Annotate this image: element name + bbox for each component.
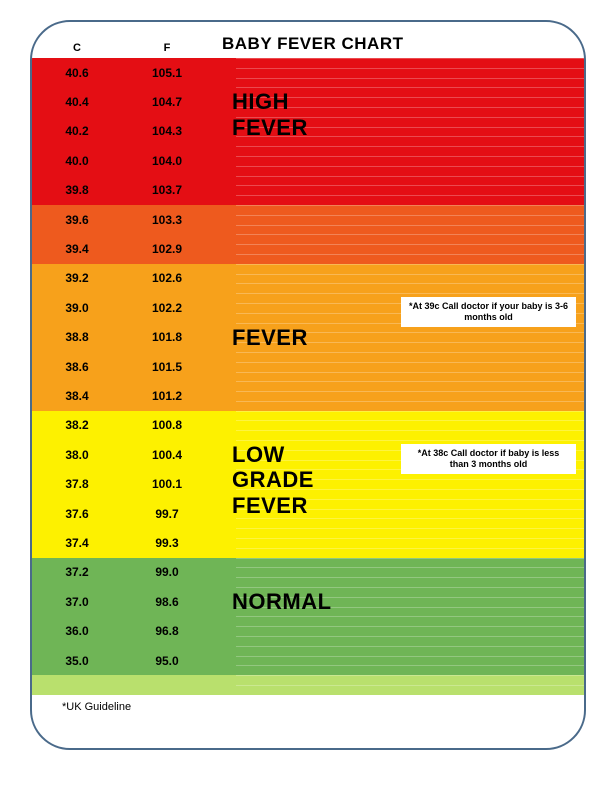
table-row: 37.299.0: [32, 558, 584, 587]
table-row: 38.4101.2: [32, 381, 584, 410]
cell-celsius: 40.6: [32, 66, 122, 80]
zone-label: NORMAL: [232, 589, 332, 614]
cell-celsius: 38.0: [32, 448, 122, 462]
cell-celsius: 35.0: [32, 654, 122, 668]
table-row: 36.096.8: [32, 616, 584, 645]
rows-container: 40.6105.140.4104.740.2104.340.0104.039.8…: [32, 58, 584, 695]
cell-fahrenheit: 100.1: [122, 477, 212, 491]
cell-fahrenheit: 104.0: [122, 154, 212, 168]
chart-title: BABY FEVER CHART: [212, 34, 584, 54]
cell-fahrenheit: 102.2: [122, 301, 212, 315]
cell-fahrenheit: 99.7: [122, 507, 212, 521]
note-box: *At 38c Call doctor if baby is less than…: [401, 444, 576, 474]
cell-fahrenheit: 101.5: [122, 360, 212, 374]
cell-celsius: 38.8: [32, 330, 122, 344]
cell-fahrenheit: 98.6: [122, 595, 212, 609]
table-row: 35.095.0: [32, 646, 584, 675]
zone-area: [212, 264, 584, 293]
cell-fahrenheit: 103.7: [122, 183, 212, 197]
cell-celsius: 40.2: [32, 124, 122, 138]
cell-fahrenheit: 99.3: [122, 536, 212, 550]
table-row: 39.4102.9: [32, 234, 584, 263]
cell-fahrenheit: 96.8: [122, 624, 212, 638]
cell-celsius: 37.6: [32, 507, 122, 521]
cell-celsius: 39.0: [32, 301, 122, 315]
cell-fahrenheit: 99.0: [122, 565, 212, 579]
cell-celsius: 40.0: [32, 154, 122, 168]
zone-area: [212, 646, 584, 675]
cell-fahrenheit: 102.9: [122, 242, 212, 256]
zone-label: LOWGRADEFEVER: [232, 442, 314, 518]
table-row: 38.8101.8: [32, 323, 584, 352]
table-row: 40.6105.1: [32, 58, 584, 87]
cell-fahrenheit: 105.1: [122, 66, 212, 80]
cell-fahrenheit: 100.4: [122, 448, 212, 462]
table-row: 40.2104.3: [32, 117, 584, 146]
cell-celsius: 37.0: [32, 595, 122, 609]
cell-fahrenheit: 103.3: [122, 213, 212, 227]
zone-area: [212, 146, 584, 175]
cell-celsius: 36.0: [32, 624, 122, 638]
zone-area: [212, 234, 584, 263]
cell-fahrenheit: 101.2: [122, 389, 212, 403]
zone-area: [212, 205, 584, 234]
cell-celsius: 39.2: [32, 271, 122, 285]
header-row: C F BABY FEVER CHART: [32, 22, 584, 58]
zone-area: [212, 381, 584, 410]
cell-celsius: 37.8: [32, 477, 122, 491]
cell-celsius: 37.2: [32, 565, 122, 579]
table-row: 39.6103.3: [32, 205, 584, 234]
table-row: 40.0104.0: [32, 146, 584, 175]
header-c: C: [32, 42, 122, 54]
cell-celsius: 38.6: [32, 360, 122, 374]
zone-label: HIGHFEVER: [232, 89, 308, 140]
cell-fahrenheit: 102.6: [122, 271, 212, 285]
zone-area: [212, 558, 584, 587]
cell-celsius: 40.4: [32, 95, 122, 109]
table-row: 38.2100.8: [32, 411, 584, 440]
table-row: 40.4104.7: [32, 87, 584, 116]
note-box: *At 39c Call doctor if your baby is 3-6 …: [401, 297, 576, 327]
cell-celsius: 38.2: [32, 418, 122, 432]
zone-label: FEVER: [232, 325, 308, 350]
zone-area: [212, 616, 584, 645]
zone-area: [212, 352, 584, 381]
cell-celsius: 39.6: [32, 213, 122, 227]
header-f: F: [122, 42, 212, 54]
cell-celsius: 37.4: [32, 536, 122, 550]
cell-fahrenheit: 100.8: [122, 418, 212, 432]
table-row: 39.8103.7: [32, 176, 584, 205]
cell-fahrenheit: 104.7: [122, 95, 212, 109]
cell-celsius: 38.4: [32, 389, 122, 403]
cell-celsius: 39.4: [32, 242, 122, 256]
chart-frame: C F BABY FEVER CHART 40.6105.140.4104.74…: [30, 20, 586, 750]
table-row: 38.6101.5: [32, 352, 584, 381]
zone-area: [212, 528, 584, 557]
zone-area: [212, 411, 584, 440]
cell-fahrenheit: 101.8: [122, 330, 212, 344]
zone-area: [212, 58, 584, 87]
cell-fahrenheit: 95.0: [122, 654, 212, 668]
table-row: 39.2102.6: [32, 264, 584, 293]
zone-area: [212, 176, 584, 205]
table-row: 37.499.3: [32, 528, 584, 557]
bottom-strip: [32, 675, 584, 695]
cell-fahrenheit: 104.3: [122, 124, 212, 138]
cell-celsius: 39.8: [32, 183, 122, 197]
footnote: *UK Guideline: [62, 701, 131, 713]
